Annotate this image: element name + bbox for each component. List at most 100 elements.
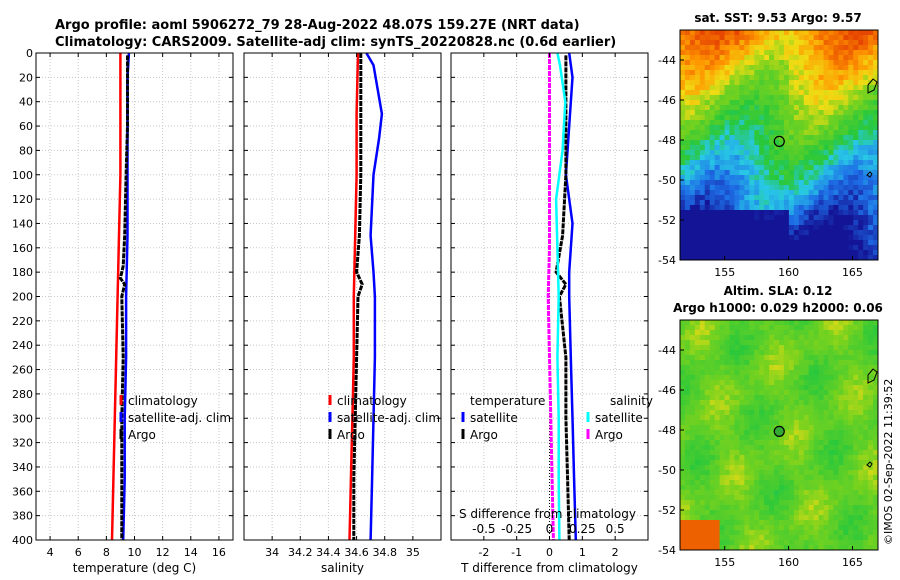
map-cell — [704, 45, 711, 51]
map-cell — [694, 190, 701, 196]
map-cell — [838, 460, 844, 466]
map-cell — [853, 160, 859, 166]
map-cell — [873, 325, 879, 331]
map-cell — [689, 415, 696, 421]
map-cell — [724, 475, 730, 481]
map-cell — [798, 170, 805, 176]
map-cell — [714, 480, 720, 486]
map-cell — [759, 440, 765, 446]
map-cell — [788, 120, 795, 126]
map-cell — [858, 355, 864, 361]
map-cell — [823, 345, 829, 351]
map-cell — [744, 525, 750, 531]
map-cell — [848, 85, 854, 91]
map-cell — [729, 350, 735, 356]
map-cell — [774, 250, 780, 256]
map-cell — [734, 70, 740, 76]
map-cell — [759, 510, 765, 516]
map-cell — [853, 495, 859, 501]
map-cell — [704, 370, 711, 376]
map-cell — [774, 100, 780, 106]
map-cell — [774, 50, 780, 56]
sla-map: Altim. SLA: 0.12 Argo h1000: 0.029 h2000… — [658, 284, 883, 569]
map-cell — [684, 415, 691, 421]
map-cell — [779, 410, 785, 416]
map-cell — [873, 210, 879, 216]
map-cell — [868, 415, 874, 421]
map-cell — [734, 130, 740, 136]
map-cell — [694, 110, 701, 116]
map-cell — [779, 400, 785, 406]
map-cell — [759, 170, 765, 176]
map-cell — [828, 450, 834, 456]
map-cell — [759, 545, 765, 551]
map-cell — [714, 240, 720, 246]
map-cell — [729, 165, 735, 171]
map-cell — [798, 395, 805, 401]
map-cell — [764, 115, 770, 121]
map-cell — [744, 235, 750, 241]
map-cell — [709, 375, 716, 381]
map-cell — [680, 440, 686, 446]
map-cell — [838, 130, 844, 136]
map-cell — [823, 110, 829, 116]
map-cell — [694, 380, 701, 386]
map-cell — [779, 40, 785, 46]
map-cell — [788, 440, 795, 446]
map-cell — [704, 425, 711, 431]
map-cell — [694, 425, 701, 431]
map-cell — [719, 525, 725, 531]
map-cell — [724, 465, 730, 471]
map-cell — [798, 410, 805, 416]
map-cell — [719, 125, 725, 131]
map-cell — [714, 370, 720, 376]
map-cell — [764, 230, 770, 236]
map-cell — [843, 505, 849, 511]
map-cell — [684, 170, 691, 176]
map-cell — [843, 155, 849, 161]
map-cell — [803, 465, 810, 471]
coastline — [866, 171, 873, 178]
map-cell — [848, 375, 854, 381]
map-cell — [838, 330, 844, 336]
map-cell — [813, 140, 819, 146]
map-cell — [699, 365, 706, 371]
map-cell — [808, 190, 815, 196]
map-cell — [843, 175, 849, 181]
map-cell — [813, 195, 819, 201]
map-cell — [848, 135, 854, 141]
x-tick-label: 35 — [406, 546, 420, 559]
map-cell — [833, 60, 839, 66]
map-cell — [848, 425, 854, 431]
map-cell — [699, 175, 706, 181]
map-cell — [853, 195, 859, 201]
map-cell — [868, 50, 874, 56]
map-cell — [858, 370, 864, 376]
map-cell — [788, 150, 795, 156]
map-cell — [704, 480, 711, 486]
map-cell — [684, 330, 691, 336]
map-cell — [818, 95, 824, 101]
map-cell — [704, 420, 711, 426]
map-cell — [684, 435, 691, 441]
map-cell — [779, 345, 785, 351]
map-cell — [843, 500, 849, 506]
map-cell — [734, 365, 740, 371]
map-cell — [868, 85, 874, 91]
map-cell — [689, 215, 696, 221]
map-cell — [828, 520, 834, 526]
map-cell — [769, 170, 775, 176]
map-cell — [863, 430, 869, 436]
map-cell — [818, 250, 824, 256]
map-cell — [828, 340, 834, 346]
map-cell — [823, 235, 829, 241]
map-cell — [744, 205, 750, 211]
map-cell — [858, 40, 864, 46]
map-cell — [680, 465, 686, 471]
map-cell — [793, 95, 800, 101]
map-cell — [858, 165, 864, 171]
map-cell — [774, 515, 780, 521]
map-cell — [873, 485, 879, 491]
map-cell — [734, 450, 740, 456]
map-cell — [873, 405, 879, 411]
